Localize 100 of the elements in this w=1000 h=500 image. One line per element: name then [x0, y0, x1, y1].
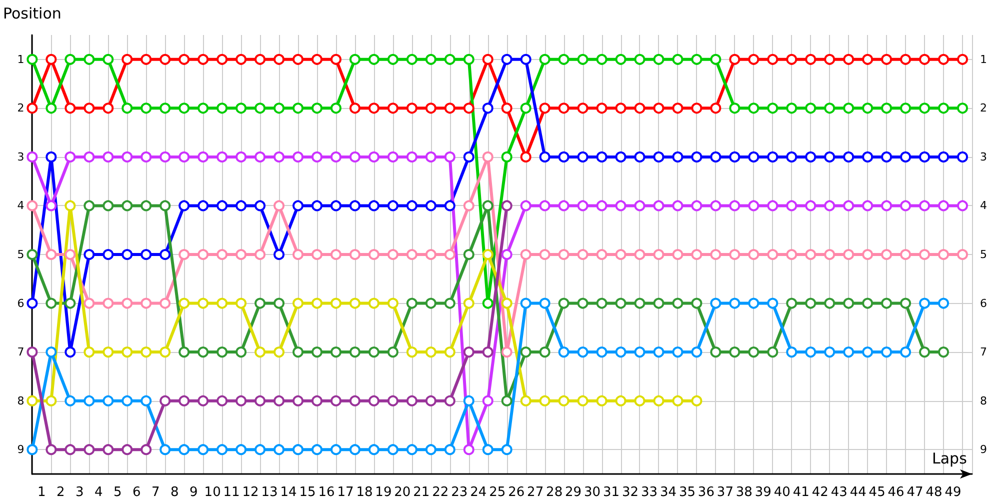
point [26, 395, 38, 406]
point [387, 395, 398, 406]
point [444, 102, 456, 114]
point [938, 151, 950, 162]
y-tick-label: 9 [17, 443, 24, 456]
x-tick-label: 25 [489, 485, 506, 500]
point [596, 395, 608, 406]
point [160, 444, 171, 456]
x-tick-label: 38 [736, 485, 752, 500]
point [292, 395, 304, 406]
x-tick-label: 34 [660, 485, 676, 500]
point [672, 102, 684, 114]
point [64, 298, 76, 309]
point [406, 151, 418, 162]
point [425, 249, 436, 260]
point [254, 200, 266, 212]
point [520, 102, 532, 114]
point [46, 298, 57, 309]
x-tick-label: 14 [280, 485, 297, 500]
point [672, 346, 684, 358]
x-tick-label: 33 [640, 485, 658, 500]
point [330, 395, 342, 406]
point [444, 444, 456, 456]
point [312, 151, 322, 162]
point [748, 102, 760, 114]
point [254, 151, 266, 162]
point [236, 102, 247, 114]
point [84, 151, 95, 162]
point [900, 102, 912, 114]
point [653, 346, 664, 358]
point [102, 151, 114, 162]
point [26, 200, 38, 212]
y2-tick-label: 5 [980, 248, 987, 261]
x-tick-label: 7 [151, 485, 160, 500]
point [482, 54, 494, 65]
point [900, 54, 912, 65]
point [160, 102, 171, 114]
point [274, 444, 285, 456]
point [691, 346, 702, 358]
point [558, 298, 570, 309]
point [539, 102, 550, 114]
point [140, 346, 152, 358]
point [634, 395, 646, 406]
point [501, 444, 512, 456]
point [634, 102, 646, 114]
point [615, 102, 626, 114]
point [881, 200, 892, 212]
point [46, 200, 57, 212]
point [64, 444, 76, 456]
point [216, 444, 228, 456]
x-tick-label: 27 [527, 485, 544, 500]
point [236, 54, 247, 65]
y2-tick-label: 2 [980, 102, 987, 115]
point [653, 102, 664, 114]
point [862, 200, 874, 212]
point [102, 249, 114, 260]
point [748, 151, 760, 162]
point [387, 102, 398, 114]
point [198, 200, 209, 212]
point [198, 151, 209, 162]
point [558, 54, 570, 65]
point [122, 102, 133, 114]
point [596, 249, 608, 260]
point [64, 249, 76, 260]
point [824, 249, 836, 260]
point [292, 346, 304, 358]
point [122, 151, 133, 162]
x-tick-label: 18 [356, 485, 373, 500]
point [501, 151, 512, 162]
point [292, 54, 304, 65]
point [691, 200, 702, 212]
point [387, 346, 398, 358]
point [46, 346, 57, 358]
point [786, 249, 798, 260]
point [444, 346, 456, 358]
point [84, 249, 95, 260]
point [444, 249, 456, 260]
point [140, 298, 152, 309]
point [805, 346, 816, 358]
point [539, 200, 550, 212]
point [368, 249, 380, 260]
point [539, 298, 550, 309]
x-tick-label: 31 [602, 485, 620, 500]
point [64, 200, 76, 212]
point [653, 200, 664, 212]
point [349, 346, 360, 358]
point [102, 102, 114, 114]
y2-tick-label: 8 [980, 394, 987, 408]
point [786, 54, 798, 65]
point [312, 102, 322, 114]
x-tick-label: 9 [189, 485, 198, 500]
point [236, 298, 247, 309]
point [274, 395, 285, 406]
point [349, 298, 360, 309]
point [178, 298, 190, 309]
point [843, 151, 854, 162]
y2-tick-label: 3 [980, 150, 987, 164]
point [178, 346, 190, 358]
point [919, 346, 930, 358]
y-tick-label: 3 [17, 150, 24, 164]
